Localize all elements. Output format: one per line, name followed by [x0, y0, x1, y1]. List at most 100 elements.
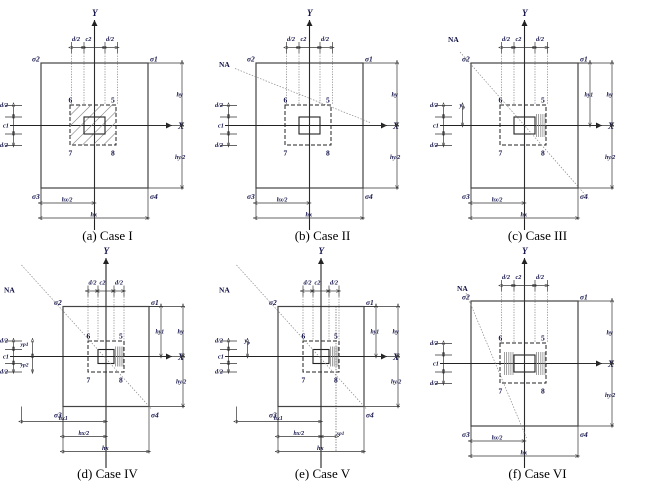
svg-text:hy: hy: [392, 91, 399, 98]
svg-text:hy/2: hy/2: [605, 392, 615, 398]
svg-text:c1: c1: [218, 123, 224, 130]
svg-text:c2: c2: [86, 36, 92, 43]
svg-text:c1: c1: [218, 353, 224, 360]
svg-text:NA: NA: [219, 285, 230, 294]
svg-text:5: 5: [541, 96, 545, 105]
svg-text:8: 8: [541, 386, 545, 395]
svg-text:X: X: [177, 352, 185, 362]
svg-text:c1: c1: [3, 353, 9, 360]
svg-text:d/2: d/2: [536, 36, 544, 43]
svg-text:Y: Y: [522, 246, 529, 256]
svg-text:c1: c1: [433, 360, 439, 367]
svg-text:hx/2: hx/2: [294, 431, 305, 437]
svg-text:d/2: d/2: [330, 279, 338, 286]
svg-text:8: 8: [326, 149, 330, 158]
svg-text:d/2: d/2: [502, 36, 510, 43]
svg-text:7: 7: [499, 149, 503, 158]
svg-text:Y: Y: [104, 246, 111, 256]
svg-text:Y: Y: [522, 8, 529, 18]
svg-text:σ1: σ1: [580, 292, 588, 301]
svg-text:hx: hx: [317, 445, 324, 452]
svg-text:σ4: σ4: [366, 410, 374, 419]
svg-text:σ4: σ4: [150, 192, 158, 201]
svg-text:σ3: σ3: [462, 430, 470, 439]
svg-text:σ3: σ3: [32, 192, 40, 201]
svg-text:σ1: σ1: [151, 298, 159, 307]
svg-text:d/2: d/2: [0, 368, 8, 375]
svg-text:d/2: d/2: [72, 36, 80, 43]
svg-text:d/2: d/2: [215, 368, 223, 375]
svg-text:7: 7: [284, 149, 288, 158]
svg-text:d/2: d/2: [0, 102, 8, 109]
svg-text:d/2: d/2: [321, 36, 329, 43]
svg-text:σ4: σ4: [365, 192, 373, 201]
svg-text:X: X: [607, 121, 615, 131]
svg-text:hx: hx: [91, 212, 98, 219]
svg-text:d/2: d/2: [502, 274, 510, 281]
svg-text:d/2: d/2: [536, 274, 544, 281]
svg-text:Y: Y: [319, 246, 326, 256]
svg-text:σ1: σ1: [366, 298, 374, 307]
svg-text:yp1: yp1: [20, 342, 29, 348]
svg-text:5: 5: [541, 333, 545, 342]
svg-text:d/2: d/2: [430, 142, 438, 149]
svg-text:hx/2: hx/2: [62, 198, 73, 204]
svg-text:σ2: σ2: [32, 55, 40, 64]
svg-text:σ1: σ1: [150, 55, 158, 64]
svg-text:σ2: σ2: [247, 55, 255, 64]
svg-text:hx: hx: [306, 212, 313, 219]
svg-text:c2: c2: [100, 279, 106, 286]
svg-text:σ3: σ3: [462, 192, 470, 201]
svg-text:X: X: [177, 121, 185, 131]
svg-text:7: 7: [302, 375, 306, 384]
svg-text:d/2: d/2: [89, 279, 97, 286]
svg-text:NA: NA: [4, 285, 15, 294]
svg-text:d/2: d/2: [430, 340, 438, 347]
svg-text:d/2: d/2: [0, 142, 8, 149]
svg-text:d/2: d/2: [215, 142, 223, 149]
svg-text:hx/2: hx/2: [277, 198, 288, 204]
svg-text:d/2: d/2: [287, 36, 295, 43]
svg-text:hy: hy: [177, 91, 184, 98]
svg-text:6: 6: [284, 96, 288, 105]
svg-text:hx/2: hx/2: [492, 198, 503, 204]
svg-text:c1: c1: [3, 123, 9, 130]
svg-text:8: 8: [541, 149, 545, 158]
svg-text:σ4: σ4: [580, 430, 588, 439]
svg-text:c2: c2: [516, 274, 522, 281]
svg-text:NA: NA: [448, 35, 459, 44]
svg-text:hy/2: hy/2: [391, 379, 401, 385]
svg-text:5: 5: [111, 96, 115, 105]
svg-text:hx: hx: [521, 212, 528, 219]
svg-text:d/2: d/2: [215, 102, 223, 109]
svg-text:d/2: d/2: [430, 380, 438, 387]
svg-text:Y: Y: [92, 8, 99, 18]
svg-text:8: 8: [111, 149, 115, 158]
svg-text:7: 7: [69, 149, 73, 158]
svg-text:c2: c2: [301, 36, 307, 43]
svg-text:hy/2: hy/2: [175, 155, 185, 161]
svg-text:hx/2: hx/2: [79, 431, 90, 437]
svg-text:7: 7: [499, 386, 503, 395]
svg-text:X: X: [392, 121, 400, 131]
svg-text:Y: Y: [307, 8, 314, 18]
svg-text:d/2: d/2: [0, 337, 8, 344]
svg-text:d/2: d/2: [304, 279, 312, 286]
svg-text:d/2: d/2: [106, 36, 114, 43]
svg-text:hy: hy: [607, 91, 614, 98]
svg-text:hy/2: hy/2: [605, 155, 615, 161]
svg-text:hy/2: hy/2: [176, 379, 186, 385]
svg-text:hx: hx: [521, 449, 528, 456]
svg-text:hy1: hy1: [156, 329, 165, 335]
svg-text:hy1: hy1: [585, 92, 594, 98]
svg-text:5: 5: [326, 96, 330, 105]
svg-text:6: 6: [499, 333, 503, 342]
svg-text:X: X: [392, 352, 400, 362]
svg-text:hx/2: hx/2: [492, 435, 503, 441]
svg-text:d/2: d/2: [115, 279, 123, 286]
svg-text:NA: NA: [457, 284, 468, 293]
svg-text:hy1: hy1: [371, 329, 380, 335]
svg-text:d/2: d/2: [430, 102, 438, 109]
svg-text:xp1: xp1: [336, 431, 345, 437]
svg-text:c1: c1: [433, 123, 439, 130]
